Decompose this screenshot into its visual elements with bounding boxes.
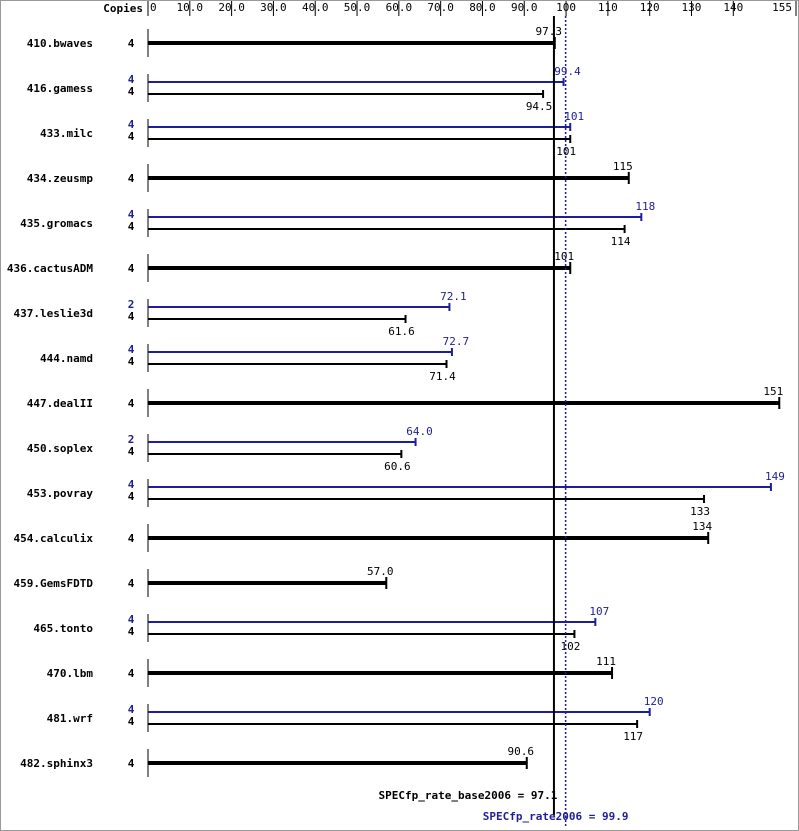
category-label: 436.cactusADM [7, 262, 93, 275]
copies-label: 4 [128, 490, 135, 503]
value-label: 99.4 [554, 65, 581, 78]
value-label: 94.5 [526, 100, 553, 113]
category-label: 454.calculix [14, 532, 94, 545]
copies-label: 4 [128, 85, 135, 98]
category-label: 416.gamess [27, 82, 93, 95]
category-label: 470.lbm [47, 667, 94, 680]
value-label: 97.3 [536, 25, 563, 38]
copies-label: 4 [128, 613, 135, 626]
value-label: 90.6 [508, 745, 535, 758]
copies-label: 4 [128, 73, 135, 86]
value-label: 111 [596, 655, 616, 668]
value-label: 60.6 [384, 460, 411, 473]
copies-label: 4 [128, 118, 135, 131]
category-label: 482.sphinx3 [20, 757, 93, 770]
value-label: 101 [564, 110, 584, 123]
copies-label: 4 [128, 445, 135, 458]
copies-label: 4 [128, 343, 135, 356]
value-label: 101 [554, 250, 574, 263]
copies-label: 4 [128, 532, 135, 545]
category-label: 435.gromacs [20, 217, 93, 230]
category-label: 481.wrf [47, 712, 93, 725]
copies-label: 4 [128, 667, 135, 680]
copies-label: 4 [128, 478, 135, 491]
copies-label: 4 [128, 715, 135, 728]
category-label: 444.namd [40, 352, 93, 365]
value-label: 120 [644, 695, 664, 708]
copies-label: 4 [128, 310, 135, 323]
category-label: 453.povray [27, 487, 94, 500]
copies-label: 4 [128, 757, 135, 770]
copies-label: 4 [128, 220, 135, 233]
value-label: 71.4 [429, 370, 456, 383]
value-label: 118 [635, 200, 655, 213]
value-label: 72.7 [443, 335, 470, 348]
category-label: 447.dealII [27, 397, 93, 410]
category-label: 459.GemsFDTD [14, 577, 94, 590]
copies-label: 4 [128, 130, 135, 143]
x-tick-label: 155 [772, 1, 792, 14]
value-label: 72.1 [440, 290, 467, 303]
value-label: 151 [763, 385, 783, 398]
copies-label: 4 [128, 625, 135, 638]
copies-label: 4 [128, 208, 135, 221]
value-label: 64.0 [406, 425, 433, 438]
value-label: 134 [692, 520, 712, 533]
copies-label: 4 [128, 355, 135, 368]
copies-header: Copies [103, 2, 143, 15]
value-label: 102 [560, 640, 580, 653]
copies-label: 4 [128, 262, 135, 275]
category-label: 437.leslie3d [14, 307, 93, 320]
value-label: 115 [613, 160, 633, 173]
value-label: 61.6 [388, 325, 415, 338]
value-label: 149 [765, 470, 785, 483]
category-label: 450.soplex [27, 442, 94, 455]
category-label: 410.bwaves [27, 37, 93, 50]
value-label: 133 [690, 505, 710, 518]
x-tick-label: 0 [150, 1, 157, 14]
reference-label: SPECfp_rate2006 = 99.9 [483, 810, 629, 823]
reference-label: SPECfp_rate_base2006 = 97.1 [379, 789, 558, 802]
copies-label: 4 [128, 397, 135, 410]
copies-label: 4 [128, 703, 135, 716]
value-label: 114 [611, 235, 631, 248]
value-label: 101 [556, 145, 576, 158]
copies-label: 4 [128, 577, 135, 590]
copies-label: 4 [128, 37, 135, 50]
copies-label: 2 [128, 433, 135, 446]
copies-label: 2 [128, 298, 135, 311]
category-label: 433.milc [40, 127, 93, 140]
value-label: 117 [623, 730, 643, 743]
category-label: 465.tonto [33, 622, 93, 635]
value-label: 57.0 [367, 565, 394, 578]
category-label: 434.zeusmp [27, 172, 94, 185]
copies-label: 4 [128, 172, 135, 185]
value-label: 107 [589, 605, 609, 618]
